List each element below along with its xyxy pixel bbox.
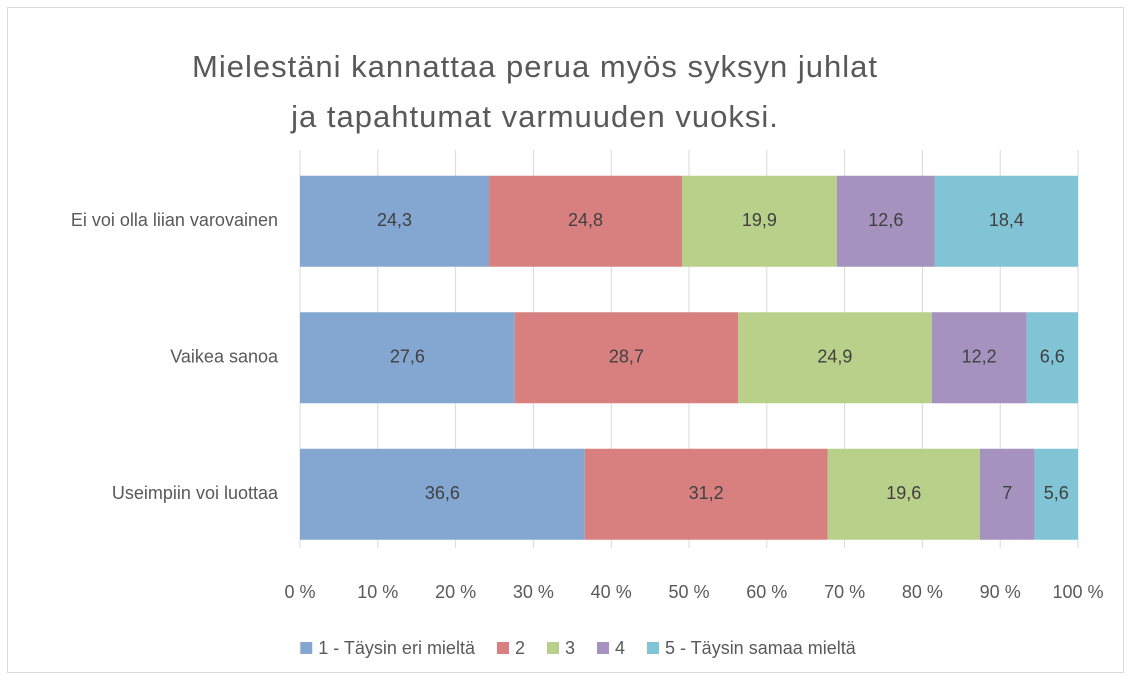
legend-label: 4 [615, 638, 625, 658]
x-tick-label: 80 % [902, 582, 943, 602]
x-tick-label: 70 % [824, 582, 865, 602]
x-tick-label: 50 % [668, 582, 709, 602]
y-tick-label: Vaikea sanoa [170, 347, 279, 367]
data-label: 24,9 [817, 347, 852, 367]
data-label: 19,9 [742, 210, 777, 230]
bar-segment [1034, 448, 1078, 540]
x-tick-label: 0 % [284, 582, 315, 602]
bar-segment [738, 312, 932, 404]
y-tick-label: Ei voi olla liian varovainen [71, 210, 278, 230]
x-tick-label: 30 % [513, 582, 554, 602]
bar-segment [489, 175, 682, 267]
legend-label: 1 - Täysin eri mieltä [318, 638, 476, 658]
x-tick-label: 90 % [980, 582, 1021, 602]
legend-swatch [496, 642, 509, 654]
y-tick-label: Useimpiin voi luottaa [112, 483, 279, 503]
bar-segment [584, 448, 828, 540]
data-label: 24,3 [377, 210, 412, 230]
legend-swatch [300, 642, 313, 654]
data-label: 27,6 [390, 347, 425, 367]
legend-swatch [546, 642, 559, 654]
data-label: 36,6 [425, 483, 460, 503]
legend-swatch [647, 642, 660, 654]
data-label: 31,2 [689, 483, 724, 503]
bar-segment [827, 448, 980, 540]
data-label: 19,6 [886, 483, 921, 503]
bar-segment [514, 312, 739, 404]
legend-label: 3 [565, 638, 575, 658]
x-tick-label: 60 % [746, 582, 787, 602]
bar-segment [934, 175, 1078, 267]
bar-segment [300, 312, 515, 404]
data-label: 12,2 [962, 347, 997, 367]
data-label: 28,7 [609, 347, 644, 367]
bar-segment [1026, 312, 1078, 404]
data-label: 5,6 [1044, 483, 1069, 503]
data-label: 24,8 [568, 210, 603, 230]
x-tick-label: 10 % [357, 582, 398, 602]
legend-label: 2 [515, 638, 525, 658]
chart-title: Mielestäni kannattaa perua myös syksyn j… [192, 49, 878, 134]
bar-segment [931, 312, 1027, 404]
x-tick-label: 100 % [1052, 582, 1103, 602]
data-label: 18,4 [989, 210, 1024, 230]
bar-segment [300, 175, 490, 267]
bar-segment [979, 448, 1035, 540]
data-label: 12,6 [868, 210, 903, 230]
bar-segment [300, 448, 585, 540]
bar-segment [836, 175, 935, 267]
legend-swatch [596, 642, 609, 654]
x-tick-label: 40 % [591, 582, 632, 602]
data-label: 6,6 [1040, 347, 1065, 367]
legend-label: 5 - Täysin samaa mieltä [665, 638, 857, 658]
bar-segment [681, 175, 837, 267]
data-label: 7 [1002, 483, 1012, 503]
x-tick-label: 20 % [435, 582, 476, 602]
